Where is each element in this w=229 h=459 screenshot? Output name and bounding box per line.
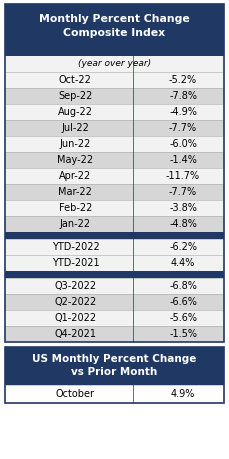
Bar (5, 326, 224, 342)
Text: YTD-2021: YTD-2021 (52, 258, 99, 268)
Text: YTD-2022: YTD-2022 (52, 242, 99, 252)
Text: US Monthly Percent Change: US Monthly Percent Change (32, 354, 197, 364)
Text: Monthly Percent Change: Monthly Percent Change (39, 14, 190, 24)
Text: -6.2%: -6.2% (169, 242, 197, 252)
Bar (5, 255, 224, 271)
Text: -4.8%: -4.8% (169, 219, 197, 229)
Text: Q2-2022: Q2-2022 (54, 297, 97, 307)
Text: vs Prior Month: vs Prior Month (71, 367, 158, 377)
Text: -6.8%: -6.8% (169, 281, 197, 291)
Bar (5, 278, 224, 294)
Bar (5, 4, 224, 342)
Text: Jun-22: Jun-22 (60, 139, 91, 149)
Text: -4.9%: -4.9% (169, 107, 197, 117)
Bar (5, 184, 224, 200)
Text: Mar-22: Mar-22 (58, 187, 92, 197)
Bar (5, 347, 224, 385)
Bar (5, 56, 224, 72)
Text: Sep-22: Sep-22 (58, 91, 93, 101)
Text: 4.9%: 4.9% (171, 389, 195, 399)
Text: -3.8%: -3.8% (169, 203, 197, 213)
Bar (5, 347, 224, 403)
Bar (5, 72, 224, 88)
Text: May-22: May-22 (57, 155, 93, 165)
Bar (5, 310, 224, 326)
Text: Apr-22: Apr-22 (59, 171, 92, 181)
Bar (5, 88, 224, 104)
Bar (5, 120, 224, 136)
Text: October: October (56, 389, 95, 399)
Text: Q3-2022: Q3-2022 (54, 281, 96, 291)
Text: -5.6%: -5.6% (169, 313, 197, 323)
Text: -7.7%: -7.7% (169, 187, 197, 197)
Text: -7.7%: -7.7% (169, 123, 197, 133)
Bar (5, 168, 224, 184)
Text: Composite Index: Composite Index (63, 28, 166, 38)
Text: -7.8%: -7.8% (169, 91, 197, 101)
Bar (5, 294, 224, 310)
Text: -1.5%: -1.5% (169, 329, 197, 339)
Text: -6.6%: -6.6% (169, 297, 197, 307)
Bar (5, 4, 224, 56)
Text: Q4-2021: Q4-2021 (55, 329, 96, 339)
Text: Jul-22: Jul-22 (61, 123, 89, 133)
Text: 4.4%: 4.4% (171, 258, 195, 268)
Text: (year over year): (year over year) (78, 60, 151, 68)
Bar (5, 200, 224, 216)
Text: -11.7%: -11.7% (166, 171, 200, 181)
Text: Jan-22: Jan-22 (60, 219, 91, 229)
Bar (5, 385, 224, 403)
Bar (5, 136, 224, 152)
Bar (5, 271, 224, 278)
Text: -5.2%: -5.2% (169, 75, 197, 85)
Bar (5, 232, 224, 239)
Text: Q1-2022: Q1-2022 (54, 313, 96, 323)
Text: -6.0%: -6.0% (169, 139, 197, 149)
Text: Feb-22: Feb-22 (59, 203, 92, 213)
Bar (5, 104, 224, 120)
Bar (5, 239, 224, 255)
Bar (5, 152, 224, 168)
Text: -1.4%: -1.4% (169, 155, 197, 165)
Text: Aug-22: Aug-22 (58, 107, 93, 117)
Text: Oct-22: Oct-22 (59, 75, 92, 85)
Bar (5, 216, 224, 232)
